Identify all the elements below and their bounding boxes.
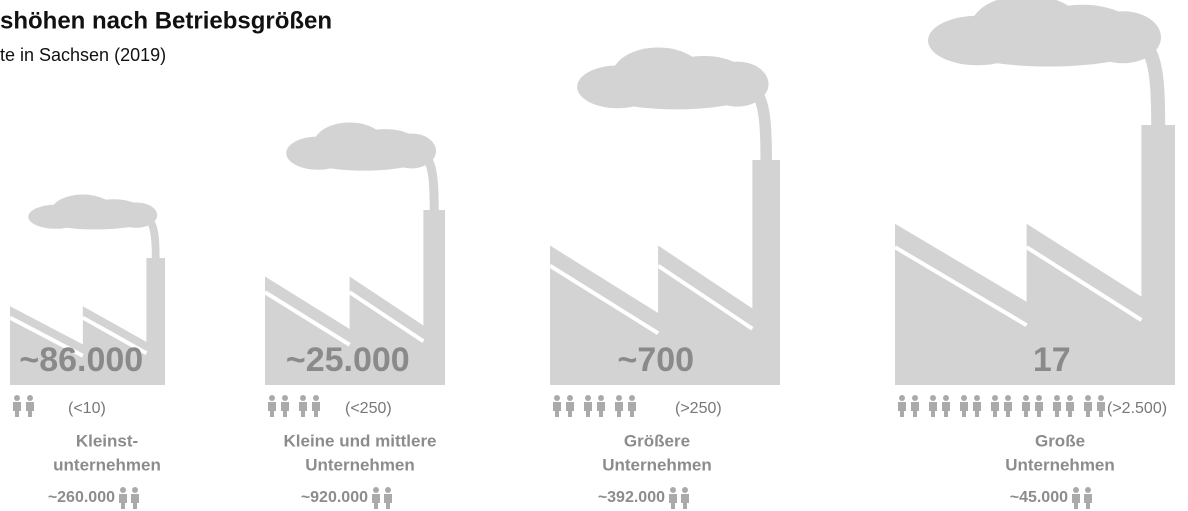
person-head (1085, 395, 1091, 401)
company-type: Unternehmen (305, 455, 415, 474)
company-type: Unternehmen (602, 455, 712, 474)
size-label: (<250) (345, 400, 392, 417)
person-body (1053, 402, 1061, 417)
company-type: unternehmen (53, 455, 161, 474)
person-body (372, 494, 380, 509)
person-head (282, 395, 288, 401)
person-head (899, 395, 905, 401)
person-body (566, 402, 574, 417)
person-body (1035, 402, 1043, 417)
person-head (670, 487, 676, 493)
person-head (1085, 487, 1091, 493)
person-body (1022, 402, 1030, 417)
company-type: Größere (624, 431, 690, 450)
person-body (131, 494, 139, 509)
size-label: (<10) (68, 400, 106, 417)
person-head (1054, 395, 1060, 401)
person-body (898, 402, 906, 417)
person-body (119, 494, 127, 509)
person-body (960, 402, 968, 417)
employee-count: ~392.000 (598, 489, 665, 506)
title: shöhen nach Betriebsgrößen (0, 7, 332, 34)
person-body (384, 494, 392, 509)
person-body (281, 402, 289, 417)
person-head (1067, 395, 1073, 401)
person-body (584, 402, 592, 417)
person-body (1084, 494, 1092, 509)
person-body (553, 402, 561, 417)
factory-count: ~25.000 (286, 341, 410, 379)
person-body (669, 494, 677, 509)
person-body (1004, 402, 1012, 417)
size-label: (>250) (675, 400, 722, 417)
person-head (554, 395, 560, 401)
person-body (1084, 402, 1092, 417)
employee-count: ~920.000 (301, 489, 368, 506)
person-head (616, 395, 622, 401)
person-body (312, 402, 320, 417)
person-head (1005, 395, 1011, 401)
person-body (942, 402, 950, 417)
person-body (991, 402, 999, 417)
employee-count: ~260.000 (48, 489, 115, 506)
person-head (1036, 395, 1042, 401)
person-body (1066, 402, 1074, 417)
person-head (300, 395, 306, 401)
cloud (948, 21, 1150, 67)
person-head (992, 395, 998, 401)
company-type: Kleinst- (76, 431, 138, 450)
person-head (1023, 395, 1029, 401)
company-type: Kleine und mittlere (283, 431, 436, 450)
person-head (629, 395, 635, 401)
person-head (132, 487, 138, 493)
person-head (682, 487, 688, 493)
person-body (1097, 402, 1105, 417)
person-body (681, 494, 689, 509)
cloud (39, 207, 151, 229)
person-head (1073, 487, 1079, 493)
person-head (1098, 395, 1104, 401)
factory-count: ~86.000 (19, 341, 143, 379)
person-body (299, 402, 307, 417)
factory-count: 17 (1033, 341, 1071, 379)
size-label: (>2.500) (1107, 400, 1167, 417)
person-body (911, 402, 919, 417)
person-body (973, 402, 981, 417)
company-type: Große (1035, 431, 1085, 450)
person-body (628, 402, 636, 417)
person-body (1072, 494, 1080, 509)
person-head (385, 487, 391, 493)
infographic: shöhen nach Betriebsgrößen te in Sachsen… (0, 0, 1188, 511)
person-head (943, 395, 949, 401)
person-head (567, 395, 573, 401)
company-type: Unternehmen (1005, 455, 1115, 474)
person-head (912, 395, 918, 401)
employee-count: ~45.000 (1010, 489, 1068, 506)
person-body (13, 402, 21, 417)
person-head (598, 395, 604, 401)
person-head (27, 395, 33, 401)
subtitle: te in Sachsen (2019) (0, 45, 166, 65)
person-body (597, 402, 605, 417)
person-head (313, 395, 319, 401)
person-head (120, 487, 126, 493)
cloud (594, 70, 760, 109)
person-body (929, 402, 937, 417)
person-head (269, 395, 275, 401)
cloud (299, 140, 429, 171)
person-head (930, 395, 936, 401)
person-head (585, 395, 591, 401)
person-head (14, 395, 20, 401)
person-body (26, 402, 34, 417)
person-head (974, 395, 980, 401)
factory-count: ~700 (618, 341, 695, 379)
person-head (373, 487, 379, 493)
person-body (615, 402, 623, 417)
person-head (961, 395, 967, 401)
person-body (268, 402, 276, 417)
